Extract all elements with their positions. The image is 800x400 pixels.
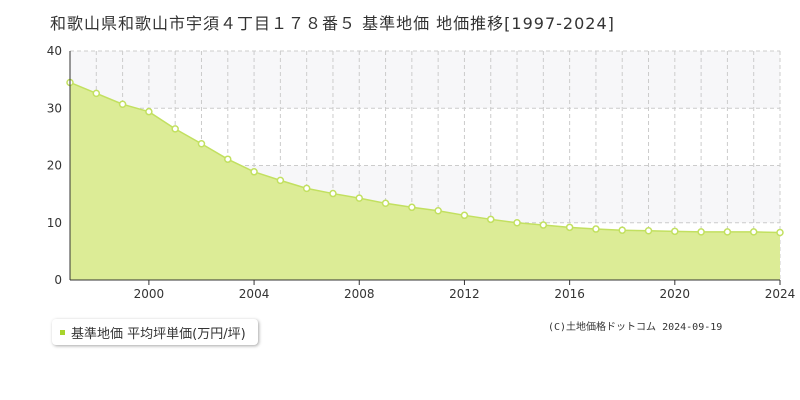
data-point <box>171 125 179 133</box>
data-point <box>618 226 626 234</box>
x-tick-label: 2012 <box>449 287 480 301</box>
legend-marker <box>60 329 65 335</box>
data-point <box>408 203 416 212</box>
data-point <box>776 228 784 237</box>
data-point <box>749 228 758 236</box>
data-point <box>224 155 232 163</box>
x-tick-label: 2004 <box>239 287 270 301</box>
y-tick-label: 40 <box>47 44 62 58</box>
data-point <box>329 189 337 198</box>
data-point <box>250 168 258 176</box>
data-point <box>381 199 390 208</box>
legend-label: 基準地価 平均坪単価(万円/坪) <box>71 326 246 342</box>
background-band <box>70 51 780 109</box>
x-axis-ticks: 2000 2004 2008 2012 2016 2020 2024 <box>134 280 796 301</box>
data-point <box>513 219 521 227</box>
x-tick-label: 2020 <box>660 287 691 301</box>
series-line <box>69 81 781 234</box>
data-point <box>697 228 705 236</box>
data-point <box>302 184 311 193</box>
horizontal-gridlines <box>70 50 780 224</box>
y-axis-ticks: 0 10 20 30 40 <box>47 44 62 287</box>
series-area <box>70 82 780 280</box>
data-point <box>434 206 442 215</box>
data-point <box>276 176 285 185</box>
data-point <box>671 227 679 236</box>
x-tick-label: 2008 <box>344 287 375 301</box>
x-tick-label: 2000 <box>134 287 165 301</box>
data-point <box>197 139 206 148</box>
axes <box>69 51 780 281</box>
data-point <box>92 89 101 98</box>
x-tick-label: 2016 <box>554 287 585 301</box>
data-point <box>145 107 153 116</box>
copyright: (C)土地価格ドットコム 2024-09-19 <box>548 322 723 333</box>
y-tick-label: 30 <box>47 101 62 115</box>
data-point <box>118 100 127 108</box>
legend: 基準地価 平均坪単価(万円/坪) <box>52 319 258 345</box>
data-point <box>539 221 548 229</box>
chart-title: 和歌山県和歌山市宇須４丁目１７８番５ 基準地価 地価推移[1997-2024] <box>50 14 615 33</box>
y-tick-label: 0 <box>54 273 62 287</box>
data-point <box>486 215 495 224</box>
data-point <box>355 194 364 202</box>
data-point <box>565 223 574 232</box>
data-point <box>723 228 732 236</box>
y-tick-label: 20 <box>47 159 62 173</box>
data-point <box>460 211 469 220</box>
x-tick-label: 2024 <box>765 287 796 301</box>
data-point <box>592 225 600 233</box>
data-point <box>644 227 653 235</box>
y-tick-label: 10 <box>47 216 62 230</box>
